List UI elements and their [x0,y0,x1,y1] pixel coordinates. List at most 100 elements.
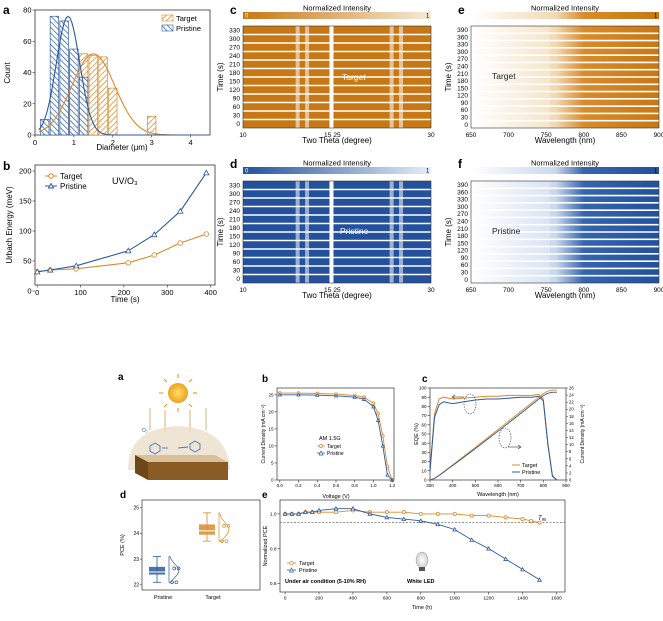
point-pristine [367,511,373,516]
data-point [224,539,229,543]
y2-tick-label: 6 [569,456,572,461]
o2-label: O₂ [142,428,148,434]
box-iqr [199,524,215,535]
x-tick-label: 650 [466,287,477,294]
axis-ticks: 0 100 200 300 400 0 50 100 150 200 [19,167,217,297]
x-axis-label: Time (s) [110,295,139,304]
y-tick-label: 150 [229,234,240,241]
point-target [151,252,157,258]
y-tick-label: 15 [268,426,274,431]
heatmap-row [471,91,659,99]
legend-marker-target [48,173,54,179]
heatmap-row [471,188,659,196]
panel-letter: f [458,157,463,171]
y-tick-label: 150 [19,197,32,206]
y-tick-label: 210 [229,62,240,69]
panel-letter: a [3,3,10,17]
x-tick-label: 300 [426,483,434,488]
panel-letter: e [262,490,268,501]
heatmap-row [471,106,659,114]
panel-letter: c [422,374,428,385]
x-axis-label: Diameter (μm) [96,143,148,152]
x-tick-label: 25 [333,287,341,294]
white-led-label: White LED [407,579,435,585]
y-tick-label: 0.8 [270,546,277,552]
x-tick-label: 600 [383,595,391,601]
x-tick-label: 0.6 [333,483,340,488]
y-tick-label: 240 [457,218,468,225]
y-tick-label: 0 [464,122,468,129]
y-tick-label: 25 [133,506,139,512]
point-pristine [177,207,184,214]
plot-frame [242,180,432,284]
y2-tick-label: 12 [569,435,574,440]
sample-tag: Target [342,72,366,82]
x-tick-label: 0 [284,595,287,601]
point-pristine [289,511,295,516]
data-point [170,580,174,585]
heatmap-row [471,26,659,34]
lightbulb-icon [415,551,429,569]
point-target [376,411,380,416]
plot-frame [470,25,660,129]
y-tick-label: 0 [27,131,31,140]
y2-tick-label: 26 [569,386,574,391]
point-pristine [282,511,288,516]
colorbar-title: Normalized Intensity [531,4,599,13]
point-target [333,510,338,515]
x-tick-label: 850 [616,287,627,294]
panel-letter: d [230,157,237,171]
y-tick-label: 30 [461,269,469,276]
y-tick-label: 90 [421,395,427,400]
y-tick-label: 30 [461,114,469,121]
axis-ticks: 300 400 500 600 700 800 9000102030405060708090… [419,386,574,489]
x-tick-label: 0 [35,288,39,297]
legend-marker-target [319,444,323,448]
panel-letter: a [118,372,124,383]
heatmap-row [471,181,659,189]
annotation-uvo3: UV/O₃ [112,176,138,186]
y2-tick-label: 2 [569,470,572,475]
plot-frame [279,499,566,593]
y-tick-label: 330 [457,197,468,204]
plot-frame [34,164,216,286]
point-target [452,511,457,516]
fit-curves [38,15,203,136]
x-tick-label: 15 [324,132,332,139]
legend-label-pristine: Pristine [522,470,540,476]
y-tick-label: 180 [457,233,468,240]
y-tick-label: 270 [457,211,468,218]
y-tick-label: 180 [229,70,240,77]
legend-label-pristine: Pristine [176,24,201,33]
sample-tag: Pristine [492,226,521,236]
series-lines [33,169,210,275]
heatmap-row [471,120,659,128]
y-tick-label: 120 [457,248,468,255]
y-tick-label: 300 [229,191,240,198]
point-target [380,433,385,438]
y-tick-label: 120 [229,242,240,249]
point-pristine [309,509,315,514]
heatmap-row [471,217,659,225]
x-tick-label: 0.8 [352,483,359,488]
heatmap-row [471,33,659,41]
data-point [176,566,181,571]
x-tick-label: 1.0 [370,483,377,488]
y2-tick-label: 8 [569,449,572,454]
film-top [135,455,228,462]
point-pristine [150,231,158,238]
point-pristine [385,472,390,477]
y2-tick-label: 24 [569,393,574,398]
eqe-callout [463,393,477,415]
x-tick-label: 750 [541,132,552,139]
point-pristine [33,268,41,275]
panel-letter: b [262,374,268,385]
stability-curves [280,506,565,582]
x-tick-label: 900 [562,483,570,488]
axis-ticks: 22 23 24 25 [133,506,142,589]
point-pristine [418,518,424,523]
legend-label-target: Target [299,561,315,567]
